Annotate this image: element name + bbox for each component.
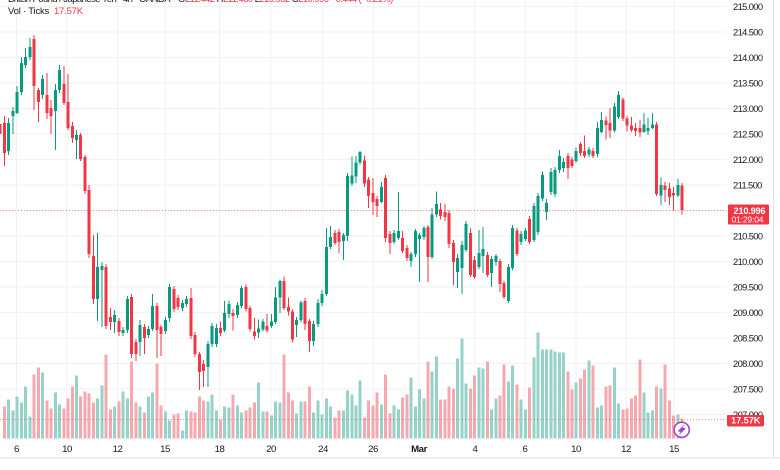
svg-text:01:29:04: 01:29:04 — [732, 215, 764, 225]
svg-text:Mar: Mar — [411, 444, 428, 455]
svg-text:15: 15 — [160, 444, 170, 455]
svg-text:212.000: 212.000 — [733, 155, 763, 165]
svg-text:210.996: 210.996 — [734, 206, 766, 216]
svg-text:214.500: 214.500 — [733, 27, 763, 37]
svg-text:210.000: 210.000 — [733, 257, 763, 267]
svg-text:210.500: 210.500 — [733, 231, 763, 241]
svg-text:10: 10 — [571, 444, 581, 455]
svg-text:209.500: 209.500 — [733, 282, 763, 292]
svg-text:212.500: 212.500 — [733, 129, 763, 139]
svg-text:18: 18 — [215, 444, 225, 455]
svg-text:213.000: 213.000 — [733, 104, 763, 114]
svg-text:12: 12 — [621, 444, 631, 455]
svg-text:20: 20 — [266, 444, 276, 455]
svg-text:214.000: 214.000 — [733, 53, 763, 63]
svg-text:208.000: 208.000 — [733, 359, 763, 369]
svg-text:26: 26 — [368, 444, 378, 455]
svg-text:207.500: 207.500 — [733, 384, 763, 394]
svg-text:209.000: 209.000 — [733, 308, 763, 318]
svg-text:6: 6 — [14, 444, 19, 455]
svg-text:15: 15 — [669, 444, 679, 455]
svg-text:208.500: 208.500 — [733, 333, 763, 343]
svg-text:4: 4 — [473, 444, 479, 455]
svg-text:213.500: 213.500 — [733, 78, 763, 88]
svg-text:215.000: 215.000 — [733, 2, 763, 12]
svg-text:12: 12 — [113, 444, 123, 455]
svg-text:6: 6 — [523, 444, 528, 455]
svg-text:10: 10 — [62, 444, 72, 455]
svg-text:211.500: 211.500 — [733, 180, 762, 190]
svg-text:24: 24 — [318, 444, 329, 455]
svg-text:17.57K: 17.57K — [731, 416, 761, 426]
